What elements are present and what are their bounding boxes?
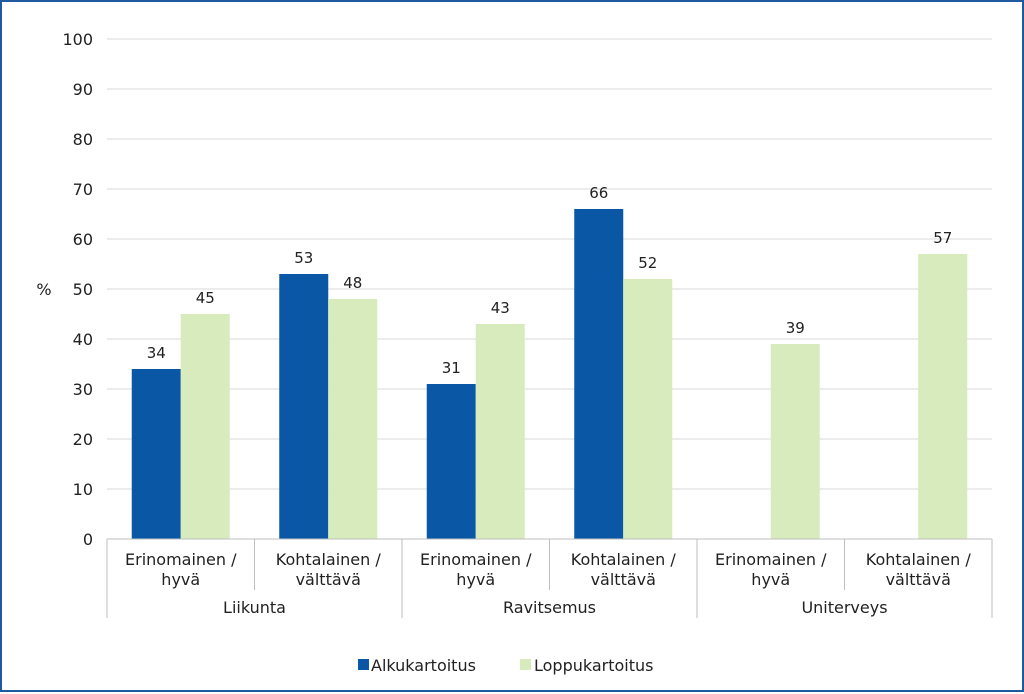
bars <box>131 209 968 539</box>
x-category-label: Erinomainen / <box>715 550 827 569</box>
x-category-label: välttävä <box>886 570 951 589</box>
bar-value-label: 48 <box>343 274 362 292</box>
x-category-label: Erinomainen / <box>125 550 237 569</box>
bar-loppukartoitus-5 <box>918 254 968 539</box>
legend-swatch-alkukartoitus <box>358 659 369 670</box>
y-tick-label: 10 <box>73 480 93 499</box>
gridlines <box>107 38 992 540</box>
x-category-label: Kohtalainen / <box>571 550 677 569</box>
y-tick-label: 80 <box>73 130 93 149</box>
bar-value-label: 31 <box>442 359 461 377</box>
y-axis-label: % <box>36 280 51 299</box>
bar-loppukartoitus-1 <box>328 299 378 539</box>
legend: Alkukartoitus Loppukartoitus <box>358 656 654 675</box>
x-group-label: Uniterveys <box>801 598 887 617</box>
x-group-label: Ravitsemus <box>503 598 596 617</box>
x-category-label: hyvä <box>161 570 200 589</box>
legend-label-alkukartoitus: Alkukartoitus <box>371 656 476 675</box>
y-tick-label: 40 <box>73 330 93 349</box>
bar-value-labels: 34 45 53 48 31 43 66 52 39 57 <box>147 184 953 377</box>
bar-value-label: 52 <box>638 254 657 272</box>
bar-value-label: 66 <box>589 184 608 202</box>
bar-alkukartoitus-2 <box>426 384 476 539</box>
bar-alkukartoitus-1 <box>279 274 329 539</box>
legend-swatch-loppukartoitus <box>520 659 531 670</box>
y-tick-label: 70 <box>73 180 93 199</box>
bar-value-label: 45 <box>196 289 215 307</box>
x-category-label: Kohtalainen / <box>866 550 972 569</box>
y-axis-ticks: 0 10 20 30 40 50 60 70 80 90 100 <box>62 30 93 549</box>
bar-value-label: 34 <box>147 344 166 362</box>
bar-alkukartoitus-0 <box>131 369 181 539</box>
bar-value-label: 57 <box>933 229 952 247</box>
x-category-label: hyvä <box>751 570 790 589</box>
x-category-label: välttävä <box>296 570 361 589</box>
x-category-label: Kohtalainen / <box>276 550 382 569</box>
y-tick-label: 0 <box>83 530 93 549</box>
y-tick-label: 30 <box>73 380 93 399</box>
bar-value-label: 53 <box>294 249 313 267</box>
bar-loppukartoitus-0 <box>180 314 230 539</box>
y-tick-label: 100 <box>62 30 93 49</box>
x-category-label: välttävä <box>591 570 656 589</box>
bar-loppukartoitus-4 <box>770 344 820 539</box>
bar-value-label: 43 <box>491 299 510 317</box>
y-tick-label: 90 <box>73 80 93 99</box>
bar-loppukartoitus-3 <box>623 279 673 539</box>
y-tick-label: 50 <box>73 280 93 299</box>
x-category-label: hyvä <box>456 570 495 589</box>
legend-label-loppukartoitus: Loppukartoitus <box>534 656 654 675</box>
y-tick-label: 20 <box>73 430 93 449</box>
x-category-label: Erinomainen / <box>420 550 532 569</box>
bar-loppukartoitus-2 <box>475 324 525 539</box>
x-group-label: Liikunta <box>223 598 286 617</box>
bar-value-label: 39 <box>786 319 805 337</box>
bar-alkukartoitus-3 <box>574 209 624 539</box>
y-tick-label: 60 <box>73 230 93 249</box>
